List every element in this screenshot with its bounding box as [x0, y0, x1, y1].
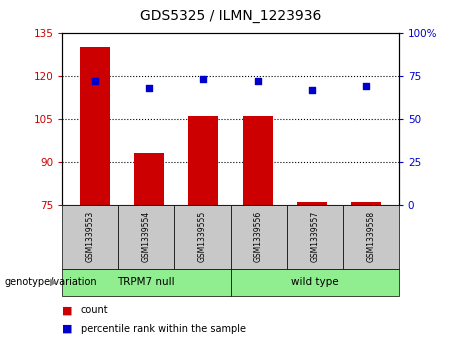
Point	[362, 83, 370, 89]
Bar	[297, 202, 327, 205]
Text: TRPM7 null: TRPM7 null	[118, 277, 175, 287]
Text: wild type: wild type	[291, 277, 338, 287]
Bar	[189, 116, 219, 205]
Text: ■: ■	[62, 323, 73, 334]
Text: GSM1339553: GSM1339553	[86, 211, 95, 262]
Text: GSM1339554: GSM1339554	[142, 211, 151, 262]
Text: GSM1339556: GSM1339556	[254, 211, 263, 262]
Bar	[242, 116, 272, 205]
Point	[308, 87, 316, 93]
Text: GSM1339555: GSM1339555	[198, 211, 207, 262]
Text: GSM1339557: GSM1339557	[310, 211, 319, 262]
Text: ■: ■	[62, 305, 73, 315]
Bar	[80, 47, 110, 205]
Text: genotype/variation: genotype/variation	[5, 277, 97, 287]
Point	[91, 78, 99, 84]
Point	[145, 85, 153, 91]
Bar	[351, 202, 381, 205]
Text: GDS5325 / ILMN_1223936: GDS5325 / ILMN_1223936	[140, 9, 321, 23]
Bar	[134, 153, 164, 205]
Point	[254, 78, 261, 84]
Text: percentile rank within the sample: percentile rank within the sample	[81, 323, 246, 334]
Point	[200, 76, 207, 82]
Text: GSM1339558: GSM1339558	[366, 211, 375, 262]
Text: count: count	[81, 305, 108, 315]
Text: ▶: ▶	[50, 277, 58, 287]
